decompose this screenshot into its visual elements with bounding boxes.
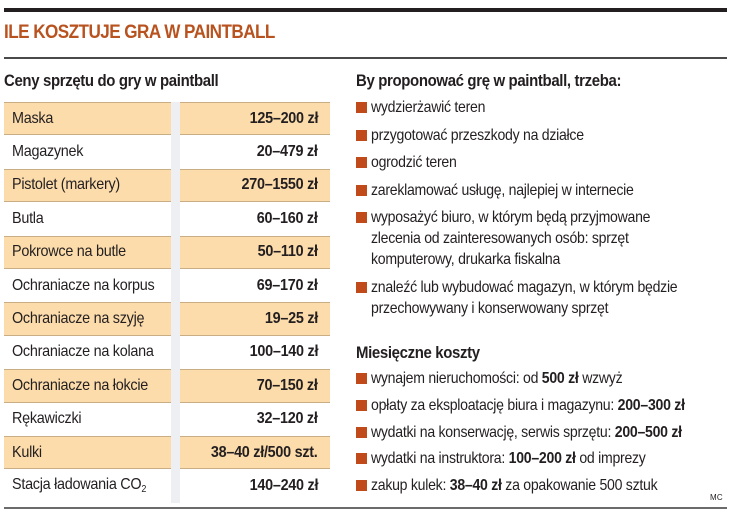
table-row: Ochraniacze na łokcie 70–150 zł — [4, 369, 330, 403]
table-row: Ochraniacze na kolana 100–140 zł — [4, 335, 330, 370]
table-row: Kulki 38–40 zł/500 szt. — [4, 435, 330, 470]
column-separator — [171, 469, 180, 503]
prices-heading: Ceny sprzętu do gry w paintball — [4, 71, 219, 90]
table-row: Butla 60–160 zł — [4, 202, 330, 236]
item-name-cell: Ochraniacze na korpus — [4, 268, 171, 303]
item-price-cell: 50–110 zł — [180, 235, 330, 269]
square-bullet-icon — [356, 102, 367, 113]
item-price-cell: 32–120 zł — [180, 402, 330, 436]
column-separator — [171, 435, 180, 470]
item-price-cell: 125–200 zł — [180, 102, 330, 136]
monthly-costs-list: wynajem nieruchomości: od 500 zł wzwyż o… — [356, 368, 736, 502]
column-separator — [171, 402, 180, 436]
column-separator — [171, 135, 180, 169]
square-bullet-icon — [356, 426, 367, 438]
column-separator — [171, 302, 180, 336]
table-row: Magazynek 20–479 zł — [4, 135, 330, 169]
item-name-cell: Stacja ładowania CO2 — [4, 469, 171, 503]
requirements-section: By proponować grę w paintball, trzeba: w… — [356, 71, 736, 325]
infographic-title: ILE KOSZTUJE GRA W PAINTBALL — [4, 22, 275, 43]
item-price-cell: 69–170 zł — [180, 268, 330, 303]
item-name-cell: Butla — [4, 202, 171, 236]
list-item: wydatki na konserwację, serwis sprzętu: … — [356, 422, 736, 443]
square-bullet-icon — [356, 184, 367, 196]
column-separator — [171, 268, 180, 303]
monthly-costs-heading: Miesięczne koszty — [356, 343, 480, 362]
item-name-cell: Ochraniacze na łokcie — [4, 369, 171, 403]
column-separator — [171, 202, 180, 236]
column-separator — [171, 102, 180, 136]
item-price-cell: 70–150 zł — [180, 369, 330, 403]
item-price-cell: 38–40 zł/500 szt. — [180, 435, 330, 470]
list-item: zareklamować usługę, najlepiej w interne… — [356, 180, 736, 201]
item-price-cell: 19–25 zł — [180, 302, 330, 336]
item-name-cell: Maska — [4, 102, 171, 136]
item-name-cell: Kulki — [4, 435, 171, 470]
square-bullet-icon — [356, 212, 367, 223]
list-item: wydatki na instruktora: 100–200 zł od im… — [356, 448, 736, 469]
requirements-heading: By proponować grę w paintball, trzeba: — [356, 71, 622, 90]
subscript: 2 — [141, 484, 147, 496]
table-row: Ochraniacze na korpus 69–170 zł — [4, 268, 330, 303]
item-name-cell: Rękawiczki — [4, 402, 171, 436]
square-bullet-icon — [356, 480, 367, 492]
author-credit: MC — [710, 493, 723, 502]
table-row: Rękawiczki 32–120 zł — [4, 402, 330, 436]
item-name-cell: Ochraniacze na szyję — [4, 302, 171, 336]
table-row: Pistolet (markery) 270–1550 zł — [4, 168, 330, 203]
table-row: Maska 125–200 zł — [4, 102, 330, 136]
column-separator — [171, 168, 180, 203]
column-separator — [171, 335, 180, 370]
item-price-cell: 20–479 zł — [180, 135, 330, 169]
list-item: zakup kulek: 38–40 zł za opakowanie 500 … — [356, 475, 736, 496]
list-item: wynajem nieruchomości: od 500 zł wzwyż — [356, 368, 736, 389]
square-bullet-icon — [356, 453, 367, 465]
requirements-list: wydzierżawić teren przygotować przeszkod… — [356, 97, 736, 319]
table-row: Pokrowce na butle 50–110 zł — [4, 235, 330, 269]
square-bullet-icon — [356, 157, 367, 168]
item-name-cell: Pokrowce na butle — [4, 235, 171, 269]
list-item: wyposażyć biuro, w którym będą przyjmowa… — [356, 207, 736, 270]
item-price-cell: 60–160 zł — [180, 202, 330, 236]
item-price-cell: 270–1550 zł — [180, 168, 330, 203]
price-table: Maska 125–200 zł Magazynek 20–479 zł Pis… — [4, 102, 330, 503]
list-item: opłaty za eksploatację biura i magazynu:… — [356, 395, 736, 416]
table-row: Ochraniacze na szyję 19–25 zł — [4, 302, 330, 336]
list-item: znaleźć lub wybudować magazyn, w którym … — [356, 277, 736, 319]
item-name-cell: Pistolet (markery) — [4, 168, 171, 203]
square-bullet-icon — [356, 399, 367, 411]
table-row: Stacja ładowania CO2 140–240 zł — [4, 469, 330, 503]
list-item: przygotować przeszkody na działce — [356, 125, 736, 146]
list-item: ogrodzić teren — [356, 152, 736, 173]
square-bullet-icon — [356, 281, 367, 293]
title-divider — [4, 57, 727, 59]
column-separator — [171, 235, 180, 269]
item-name-cell: Magazynek — [4, 135, 171, 169]
monthly-costs-section: Miesięczne koszty — [356, 343, 736, 363]
column-separator — [171, 369, 180, 403]
bottom-rule — [4, 507, 727, 509]
square-bullet-icon — [356, 373, 367, 384]
top-rule — [4, 8, 727, 12]
item-price-cell: 100–140 zł — [180, 335, 330, 370]
item-name-cell: Ochraniacze na kolana — [4, 335, 171, 370]
item-price-cell: 140–240 zł — [180, 469, 330, 503]
list-item: wydzierżawić teren — [356, 97, 736, 118]
square-bullet-icon — [356, 129, 367, 141]
